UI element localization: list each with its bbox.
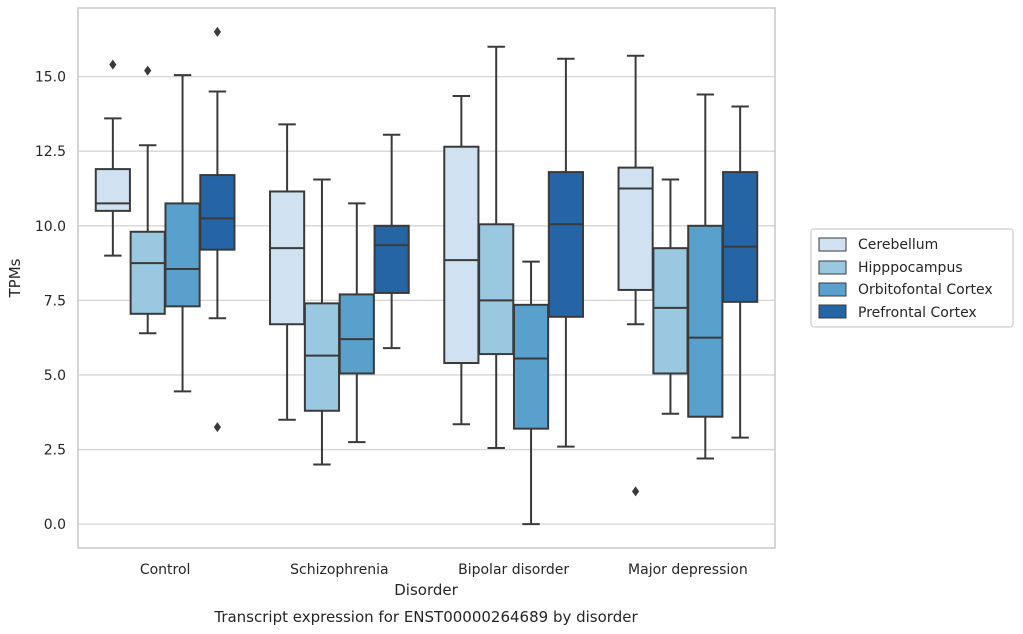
box-cerebellum-bipolar-disorder xyxy=(443,95,480,426)
y-tick-label: 12.5 xyxy=(35,144,66,160)
x-tick-label: Major depression xyxy=(628,562,748,578)
legend-swatch xyxy=(818,237,847,252)
box-prefrontal-cortex-control xyxy=(199,26,236,433)
box-cerebellum-control xyxy=(94,59,131,257)
y-tick-label: 7.5 xyxy=(44,293,66,309)
legend-swatch xyxy=(818,282,847,297)
box-iqr xyxy=(269,190,306,326)
y-tick-label: 5.0 xyxy=(44,368,66,384)
legend: Cerebellum Hipppocampus Orbitofontal Cor… xyxy=(810,228,1014,328)
box-cerebellum-major-depression xyxy=(617,54,654,497)
x-axis-ticks: Control Schizophrenia Bipolar disorder Majo… xyxy=(140,562,748,578)
box-iqr xyxy=(338,293,375,375)
y-tick-label: 2.5 xyxy=(44,443,66,459)
y-axis-title: TPMs xyxy=(6,258,24,298)
legend-label: Cerebellum xyxy=(858,237,938,253)
box-hipppocampus-control xyxy=(129,65,166,335)
box-orbitofontal-cortex-control xyxy=(164,74,201,393)
y-axis-ticks: 0.0 2.5 5.0 7.5 10.0 12.5 15.0 xyxy=(35,70,66,534)
legend-label: Orbitofontal Cortex xyxy=(858,282,993,298)
legend-item-prefrontal-cortex: Prefrontal Cortex xyxy=(818,304,977,321)
box-iqr xyxy=(478,223,515,356)
plot-frame xyxy=(77,7,776,549)
box-iqr xyxy=(303,302,341,412)
box-iqr xyxy=(652,247,689,375)
y-tick-label: 0.0 xyxy=(44,517,66,533)
x-tick-label: Schizophrenia xyxy=(290,562,388,578)
box-hipppocampus-major-depression xyxy=(652,178,689,415)
box-iqr xyxy=(164,202,201,308)
box-iqr xyxy=(199,174,236,251)
outlier-point xyxy=(144,65,152,76)
x-axis-title: Disorder xyxy=(394,581,458,599)
box-hipppocampus-schizophrenia xyxy=(303,178,341,466)
box-iqr xyxy=(617,166,654,291)
box-iqr xyxy=(722,171,759,303)
box-iqr xyxy=(547,171,584,318)
box-orbitofontal-cortex-schizophrenia xyxy=(338,202,375,444)
x-tick-label: Control xyxy=(140,562,191,578)
outlier-point xyxy=(109,59,117,70)
box-iqr xyxy=(94,168,131,212)
chart-title: Transcript expression for ENST0000026468… xyxy=(213,608,638,626)
outlier-point xyxy=(213,422,221,433)
y-tick-label: 10.0 xyxy=(35,219,66,235)
outlier-point xyxy=(213,26,221,37)
legend-item-orbitofontal-cortex: Orbitofontal Cortex xyxy=(818,282,993,298)
outlier-point xyxy=(632,486,640,497)
box-iqr xyxy=(687,224,724,418)
box-iqr xyxy=(443,145,480,365)
boxes-layer xyxy=(94,26,759,526)
legend-label: Hipppocampus xyxy=(858,260,963,276)
box-orbitofontal-cortex-major-depression xyxy=(687,93,724,460)
legend-swatch xyxy=(818,304,847,319)
box-hipppocampus-bipolar-disorder xyxy=(478,45,515,450)
box-prefrontal-cortex-bipolar-disorder xyxy=(547,57,584,448)
legend-frame xyxy=(810,228,1014,328)
box-prefrontal-cortex-major-depression xyxy=(722,105,759,439)
legend-item-cerebellum: Cerebellum xyxy=(818,237,938,253)
box-iqr xyxy=(129,230,166,315)
legend-label: Prefrontal Cortex xyxy=(858,305,977,321)
y-tick-label: 15.0 xyxy=(35,70,66,86)
box-prefrontal-cortex-schizophrenia xyxy=(373,133,410,350)
x-tick-label: Bipolar disorder xyxy=(458,562,569,578)
box-cerebellum-schizophrenia xyxy=(269,123,306,421)
legend-item-hipppocampus: Hipppocampus xyxy=(818,260,963,276)
box-iqr xyxy=(373,224,410,294)
box-orbitofontal-cortex-bipolar-disorder xyxy=(512,260,550,526)
box-iqr xyxy=(512,303,550,430)
legend-swatch xyxy=(818,260,847,275)
